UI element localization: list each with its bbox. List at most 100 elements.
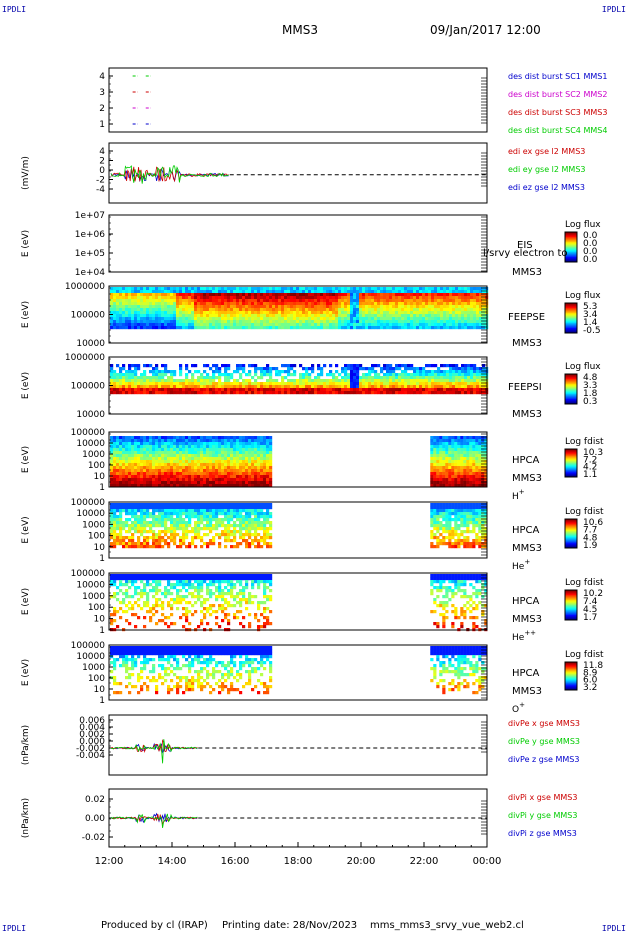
feepse-spectrogram-cell xyxy=(245,290,249,294)
hpca-he-spectrogram-1-cell xyxy=(155,506,159,510)
hpca-he-spectrogram-1-cell xyxy=(116,524,120,528)
hpca-he-spectrogram-1-cell xyxy=(182,518,186,522)
hpca-he-spectrogram-1-cell xyxy=(212,539,216,543)
hpca-h-spectrogram-2-cell xyxy=(466,436,470,440)
hpca-h-spectrogram-1-cell xyxy=(215,451,219,455)
hpca-h-spectrogram-2-cell xyxy=(469,469,473,473)
hpca-h-spectrogram-2-cell xyxy=(478,478,482,482)
feepse-spectrogram-cell xyxy=(155,290,159,294)
feepse-spectrogram-cell xyxy=(227,308,231,312)
feepse-spectrogram-cell xyxy=(266,299,270,303)
feepsi-spectrogram-cell xyxy=(353,364,357,368)
eis-colorbar-cell xyxy=(565,242,577,244)
hpca-he-spectrogram-1-cell xyxy=(155,509,159,513)
hpca-h-spectrogram-2-cell xyxy=(475,436,479,440)
hpca-he-spectrogram-1-cell xyxy=(194,503,198,507)
feepse-spectrogram-cell xyxy=(179,317,183,321)
hpca-he-spectrogram-1-cell xyxy=(143,530,147,534)
hpca-h-spectrogram-2-cell xyxy=(433,475,437,479)
feepsi-spectrogram-cell xyxy=(284,388,288,392)
feepse-spectrogram-cell xyxy=(197,317,201,321)
hpca-he-spectrogram-1-cell xyxy=(179,506,183,510)
hpca-h-spectrogram-1-cell xyxy=(134,475,138,479)
hpca-h-spectrogram-2-cell xyxy=(454,484,458,488)
feepse-spectrogram-cell xyxy=(464,293,468,297)
feepsi-spectrogram-cell xyxy=(326,391,330,395)
hpca-h-spectrogram-1-cell xyxy=(245,463,249,467)
feepse-spectrogram-cell xyxy=(122,305,126,309)
hpca-h-spectrogram-1-cell xyxy=(200,481,204,485)
feepsi-colorbar-cell xyxy=(565,401,577,404)
feepse-spectrogram-cell xyxy=(275,305,279,309)
feepsi-spectrogram-cell xyxy=(470,367,474,371)
feepse-spectrogram-cell xyxy=(263,320,267,324)
feepsi-spectrogram-cell xyxy=(476,373,480,377)
hpca-h-spectrogram-1-cell xyxy=(110,442,114,446)
feepse-spectrogram-cell xyxy=(176,290,180,294)
hpca-h-spectrogram-1-cell xyxy=(206,475,210,479)
hpca-h-spectrogram-1-cell xyxy=(122,481,126,485)
hpca-h-spectrogram-2-cell xyxy=(433,454,437,458)
feepse-spectrogram-cell xyxy=(413,326,417,330)
feepsi-spectrogram-cell xyxy=(143,370,147,374)
feepsi-spectrogram-cell xyxy=(110,385,114,389)
hpca-h-spectrogram-1-cell xyxy=(176,457,180,461)
feepse-spectrogram-cell xyxy=(452,326,456,330)
feepse-spectrogram-cell xyxy=(131,314,135,318)
feepsi-spectrogram-cell xyxy=(314,379,318,383)
hpca-h-spectrogram-1-cell xyxy=(224,484,228,488)
hpca-he-spectrogram-1-cell xyxy=(221,524,225,528)
feepse-spectrogram-cell xyxy=(125,323,129,327)
feepse-spectrogram-cell xyxy=(113,320,117,324)
hpca-h-spectrogram-1-cell xyxy=(215,448,219,452)
feepse-spectrogram-cell xyxy=(116,314,120,318)
hpca-he-spectrogram-1-cell xyxy=(164,509,168,513)
hpca-h-spectrogram-1-cell xyxy=(149,457,153,461)
hpca-h-spectrogram-1-cell xyxy=(161,442,165,446)
feepsi-spectrogram-cell xyxy=(365,367,369,371)
feepse-spectrogram-cell xyxy=(365,323,369,327)
feepse-spectrogram-cell xyxy=(332,314,336,318)
feepsi-spectrogram-cell xyxy=(353,376,357,380)
feepse-spectrogram-cell xyxy=(446,317,450,321)
feepse-spectrogram-cell xyxy=(143,293,147,297)
hpca-h-spectrogram-1-cell xyxy=(137,472,141,476)
feepsi-spectrogram-cell xyxy=(425,373,429,377)
feepse-spectrogram-cell xyxy=(443,302,447,306)
feepse-spectrogram-cell xyxy=(161,317,165,321)
feepsi-spectrogram-cell xyxy=(428,370,432,374)
feepse-spectrogram-cell xyxy=(338,293,342,297)
feepsi-spectrogram-cell xyxy=(200,379,204,383)
feepsi-spectrogram-cell xyxy=(335,379,339,383)
feepse-spectrogram-cell xyxy=(131,299,135,303)
feepsi-spectrogram-cell xyxy=(395,379,399,383)
hpca-h-spectrogram-1-cell xyxy=(221,478,225,482)
feepse-spectrogram-cell xyxy=(218,320,222,324)
feepse-spectrogram-cell xyxy=(200,287,204,291)
feepse-spectrogram-cell xyxy=(140,326,144,330)
feepsi-spectrogram-cell xyxy=(446,385,450,389)
feepse-spectrogram-cell xyxy=(119,290,123,294)
feepse-spectrogram-cell xyxy=(113,290,117,294)
feepsi-colorbar-cell xyxy=(565,375,577,377)
hpca-h-spectrogram-2-cell xyxy=(475,469,479,473)
hpca-h-spectrogram-2-cell xyxy=(430,442,434,446)
feepse-spectrogram-cell xyxy=(413,299,417,303)
feepse-spectrogram-cell xyxy=(419,305,423,309)
hpca-h-spectrogram-1-cell xyxy=(164,442,168,446)
hpca-he-spectrogram-1-cell xyxy=(227,539,231,543)
eis-colorbar-title: Log flux xyxy=(565,220,601,230)
hpca-h-spectrogram-2-cell xyxy=(445,460,449,464)
hpca-h-spectrogram-2-cell xyxy=(445,454,449,458)
feepsi-spectrogram-cell xyxy=(464,382,468,386)
feepse-spectrogram-cell xyxy=(203,290,207,294)
feepse-spectrogram-cell xyxy=(272,302,276,306)
hpca-he-spectrogram-1-cell xyxy=(116,503,120,507)
hpca-h-spectrogram-1-cell xyxy=(236,478,240,482)
hpca-he-spectrogram-1-cell xyxy=(206,542,210,546)
feepse-spectrogram-cell xyxy=(197,302,201,306)
hpca-h-spectrogram-1-cell xyxy=(209,481,213,485)
hpca-he-spectrogram-1-cell xyxy=(182,512,186,516)
feepsi-spectrogram-cell xyxy=(314,391,318,395)
hpca-h-spectrogram-2-cell xyxy=(445,451,449,455)
